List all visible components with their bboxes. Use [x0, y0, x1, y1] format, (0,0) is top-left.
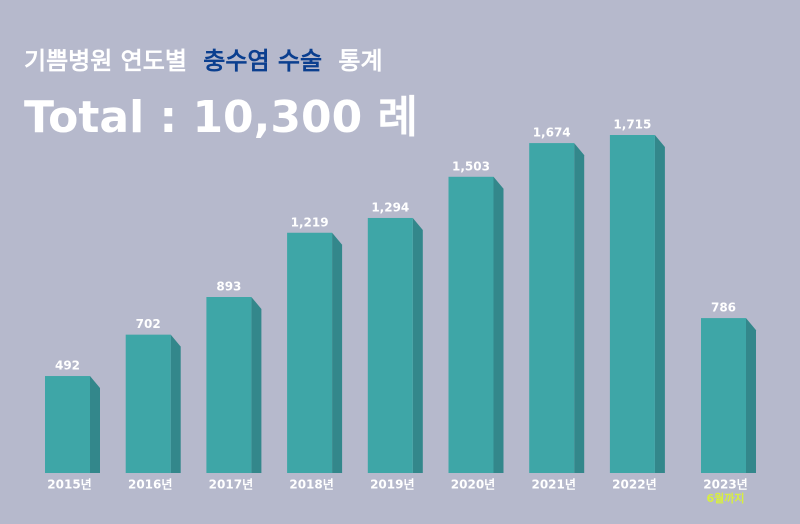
title-part: 통계 — [338, 47, 382, 75]
bar-side — [251, 297, 262, 473]
x-tick-label: 2016년 — [128, 478, 172, 492]
x-tick-label: 2015년 — [47, 478, 91, 492]
x-tick-label: 2018년 — [289, 478, 333, 492]
x-tick-label: 2020년 — [451, 478, 495, 492]
bar — [287, 232, 333, 473]
bar — [529, 143, 575, 474]
bar-side — [746, 318, 756, 473]
value-label: 1,219 — [291, 215, 329, 229]
bar — [206, 297, 252, 473]
bar — [701, 318, 746, 473]
x-tick-label: 2019년 — [370, 478, 414, 492]
value-label: 1,294 — [371, 200, 409, 214]
title-part: 기쁨병원 연도별 — [24, 47, 187, 75]
bar-side — [493, 176, 504, 473]
x-tick-label: 2022년 — [612, 478, 656, 492]
bar — [448, 176, 494, 473]
value-label: 1,715 — [613, 118, 651, 132]
title-highlight: 충수염 수술 — [203, 47, 322, 75]
bar — [609, 135, 655, 473]
bar-side — [170, 334, 181, 473]
x-tick-label: 2017년 — [209, 478, 253, 492]
annotation: 6월까지 — [706, 491, 744, 505]
value-label: 492 — [55, 359, 80, 373]
chart-subtitle: Total : 10,300 례 — [24, 92, 418, 143]
value-label: 702 — [136, 317, 161, 331]
value-label: 893 — [216, 280, 241, 294]
value-label: 786 — [711, 301, 736, 315]
bar-side — [332, 232, 343, 473]
value-label: 1,674 — [533, 126, 571, 140]
value-label: 1,503 — [452, 159, 490, 173]
bar-side — [574, 143, 585, 474]
bar-side — [90, 376, 100, 473]
bar — [367, 217, 413, 473]
bar-side — [654, 135, 665, 473]
bar — [45, 376, 90, 473]
x-tick-label: 2023년 — [703, 478, 747, 492]
bar-side — [412, 217, 423, 473]
x-tick-label: 2021년 — [531, 478, 575, 492]
chart-title: 기쁨병원 연도별 충수염 수술 통계 — [24, 47, 383, 75]
bar — [125, 334, 171, 473]
